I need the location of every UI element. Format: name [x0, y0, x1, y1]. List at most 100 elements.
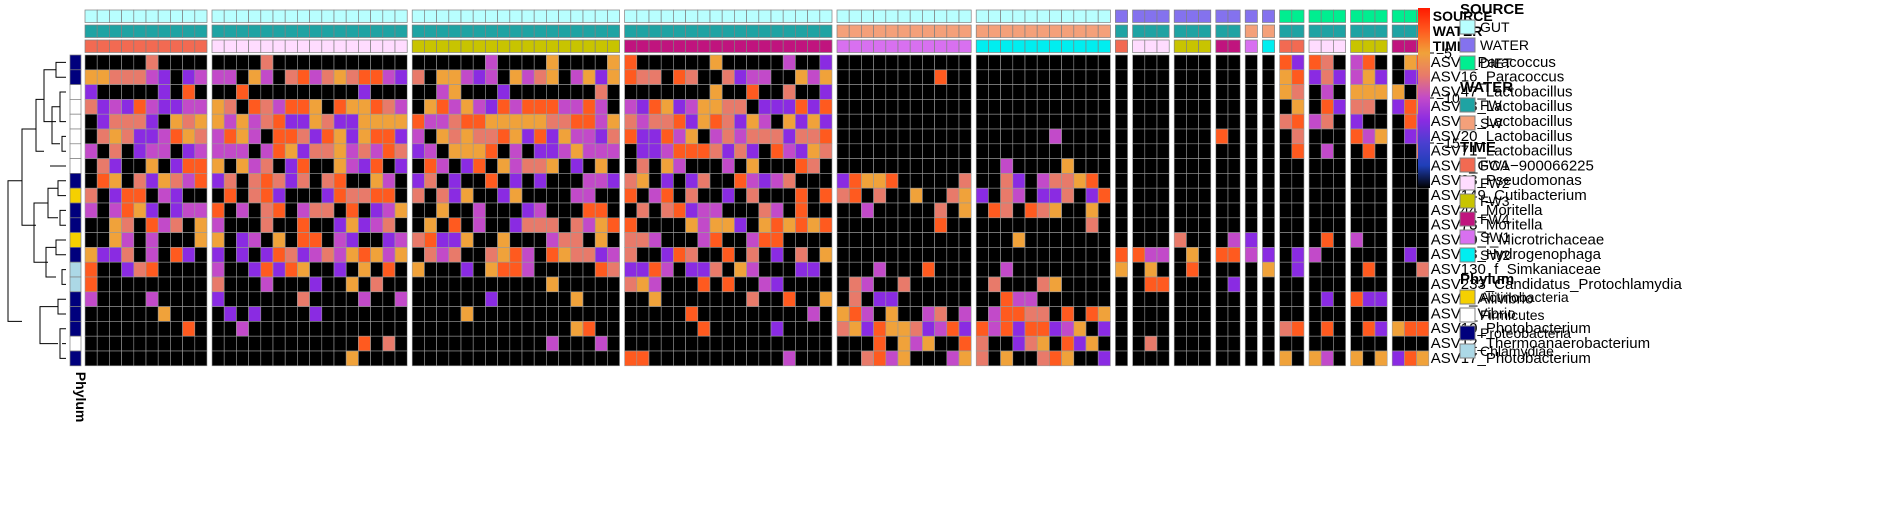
heatmap-cell [1308, 173, 1322, 189]
heatmap-cell [673, 232, 686, 248]
heatmap-cell [448, 350, 462, 367]
heatmap-cell [734, 173, 747, 189]
heatmap-cell [1115, 306, 1128, 322]
heatmap-cell [309, 99, 323, 115]
heatmap-cell [472, 158, 486, 174]
heatmap-cell [758, 321, 772, 337]
heatmap-cell [934, 232, 948, 248]
heatmap-cell [660, 143, 674, 159]
heatmap-cell [770, 187, 784, 204]
heatmap-cell [1291, 173, 1305, 189]
heatmap-cell [836, 158, 850, 174]
heatmap-cell [1156, 187, 1170, 204]
heatmap-cell [934, 173, 948, 189]
heatmap-cell [436, 350, 450, 367]
heatmap-cell [673, 128, 686, 145]
legend-swatch [1459, 157, 1476, 173]
heatmap-cell [194, 247, 208, 263]
legend-label: FW2 [1480, 175, 1510, 191]
heatmap-cell [636, 335, 650, 352]
heatmap-cell [121, 291, 135, 307]
heatmap-cell [1198, 232, 1212, 248]
heatmap-cell [1374, 202, 1388, 219]
heatmap-cell [211, 173, 225, 189]
heatmap-cell [607, 276, 620, 293]
heatmap-cell [648, 128, 662, 145]
heatmap-cell [436, 276, 450, 293]
annotation-cell-source-52 [734, 9, 747, 23]
heatmap-cell [1061, 335, 1075, 352]
heatmap-cell [1333, 128, 1346, 145]
heatmap-cell [922, 350, 935, 367]
legend-title-source: SOURCE [1460, 1, 1524, 18]
heatmap-cell [746, 247, 760, 263]
phylum-cell [69, 335, 82, 352]
heatmap-cell [1198, 291, 1212, 307]
heatmap-cell [807, 187, 821, 204]
heatmap-cell [157, 247, 171, 263]
heatmap-cell [448, 217, 462, 233]
heatmap-cell [1085, 173, 1099, 189]
annotation-cell-water-72 [988, 24, 1001, 38]
heatmap-cell [309, 321, 323, 337]
annotation-cell-water-39 [570, 24, 584, 38]
phylum-cell [69, 173, 82, 189]
heatmap-cell [685, 247, 699, 263]
heatmap-cell [272, 128, 286, 145]
annotation-cell-time-78 [1061, 39, 1075, 53]
heatmap-cell [1186, 291, 1199, 307]
heatmap-cell [1198, 261, 1212, 278]
heatmap-cell [1073, 291, 1087, 307]
heatmap-cell [1085, 54, 1099, 71]
phylum-cell [69, 187, 82, 204]
heatmap-cell [1049, 321, 1062, 337]
heatmap-cell [211, 202, 225, 219]
heatmap-cell [533, 54, 547, 71]
heatmap-cell [873, 113, 887, 130]
heatmap-cell [284, 173, 298, 189]
heatmap-cell [1404, 335, 1417, 352]
heatmap-cell [685, 306, 699, 322]
heatmap-cell [836, 84, 850, 100]
heatmap-cell [819, 54, 833, 71]
heatmap-cell [424, 350, 437, 367]
annotation-cell-water-40 [582, 24, 596, 38]
heatmap-cell [223, 54, 237, 71]
heatmap-cell [96, 143, 110, 159]
heatmap-cell [170, 306, 183, 322]
heatmap-cell [709, 173, 723, 189]
heatmap-cell [145, 84, 159, 100]
heatmap-cell [1061, 291, 1075, 307]
annotation-cell-source-58 [807, 9, 821, 23]
heatmap-cell [1024, 217, 1038, 233]
heatmap-cell [782, 143, 796, 159]
annotation-cell-time-26 [411, 39, 425, 53]
heatmap-cell [460, 202, 474, 219]
heatmap-cell [260, 99, 274, 115]
heatmap-cell [1391, 350, 1405, 367]
heatmap-cell [96, 321, 110, 337]
annotation-cell-time-30 [460, 39, 474, 53]
heatmap-cell [157, 335, 171, 352]
heatmap-cell [673, 202, 686, 219]
heatmap-cell [685, 187, 699, 204]
heatmap-cell [648, 350, 662, 367]
heatmap-cell [1024, 232, 1038, 248]
heatmap-cell [1049, 173, 1062, 189]
heatmap-cell [558, 158, 572, 174]
heatmap-cell [848, 247, 862, 263]
heatmap-cell [521, 113, 535, 130]
heatmap-cell [1156, 350, 1170, 367]
heatmap-cell [873, 99, 887, 115]
heatmap-cell [721, 291, 735, 307]
heatmap-cell [1085, 247, 1099, 263]
heatmap-cell [1320, 99, 1334, 115]
heatmap-cell [272, 350, 286, 367]
heatmap-cell [121, 113, 135, 130]
heatmap-cell [709, 335, 723, 352]
heatmap-cell [795, 261, 808, 278]
row-label: ASV9_Aliivibrio [1431, 291, 1534, 308]
heatmap-cell [1036, 261, 1050, 278]
heatmap-cell [321, 321, 335, 337]
heatmap-cell [819, 113, 833, 130]
